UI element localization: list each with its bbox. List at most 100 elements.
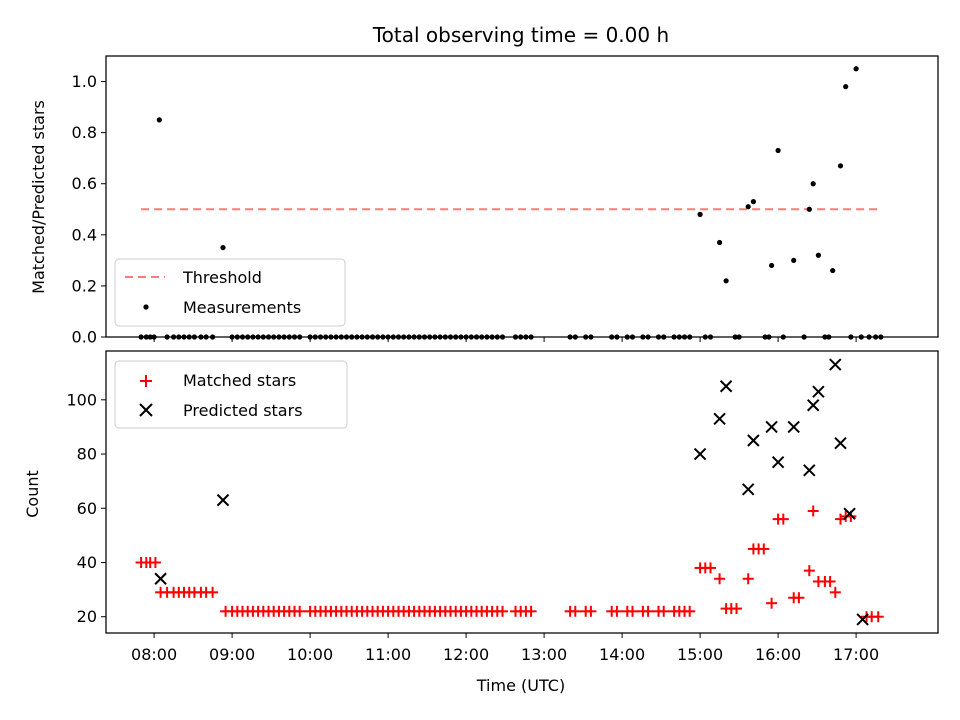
measurements-legend-swatch <box>143 304 149 310</box>
predicted-star-point <box>812 385 825 398</box>
matched-star-point <box>742 573 754 585</box>
ratio-x-axis <box>153 337 857 342</box>
measurement-point <box>837 163 844 169</box>
measurements-legend-label: Measurements <box>183 298 301 317</box>
measurement-point <box>791 257 797 263</box>
matched-star-point <box>824 575 836 587</box>
ratio-y-tick-label: 0.2 <box>72 276 97 295</box>
predicted-star-point <box>806 399 820 412</box>
predicted-star-point <box>787 420 800 434</box>
count-x-axis: 08:00 09:00 10:00 11:00 12:00 13:00 14:00 15:00… <box>131 633 879 664</box>
ratio-y-tick-label: 0.6 <box>72 174 97 193</box>
measurement-point <box>723 278 729 284</box>
ratio-plot-frame <box>105 55 939 338</box>
x-tick-label: 10:00 <box>287 645 333 664</box>
ratio-y-tick-label: 0.0 <box>72 328 97 347</box>
ratio-y-axis-label: Matched/Predicted stars <box>29 100 48 294</box>
x-axis-label: Time (UTC) <box>476 676 565 695</box>
matched-star-point <box>294 605 306 617</box>
predicted-star-point <box>747 434 760 447</box>
measurement-point <box>156 117 162 123</box>
predicted-star-point <box>829 358 842 371</box>
chart-title: Total observing time = 0.00 h <box>372 23 669 47</box>
x-tick-label: 11:00 <box>365 645 411 664</box>
measurement-point <box>220 244 226 251</box>
ratio-y-tick-label: 1.0 <box>72 72 97 91</box>
ratio-y-axis: 0.0 0.2 0.4 0.6 0.8 1.0 <box>72 72 106 347</box>
predicted-star-point <box>741 483 755 496</box>
matched-star-point <box>207 586 219 598</box>
measurement-point <box>745 204 751 210</box>
matched-star-point <box>731 603 742 615</box>
predicted-legend-swatch <box>139 403 153 417</box>
measurement-point <box>775 147 781 154</box>
matched-star-point <box>714 573 726 585</box>
count-y-tick-label: 80 <box>77 445 97 464</box>
predicted-star-point <box>713 412 726 425</box>
measurement-point <box>806 206 812 212</box>
matched-star-point <box>705 562 716 574</box>
ratio-panel: Total observing time = 0.00 h 0.00.20.40… <box>29 23 939 347</box>
count-y-axis-label: Count <box>23 470 42 518</box>
measurement-point <box>697 211 703 217</box>
measurement-point <box>815 252 822 258</box>
matched-star-point <box>766 597 778 609</box>
predicted-star-point <box>843 507 856 520</box>
measurement-point <box>750 199 757 205</box>
predicted-star-point <box>771 455 785 469</box>
predicted-star-point <box>803 464 816 477</box>
x-tick-label: 14:00 <box>599 645 645 664</box>
predicted-star-point <box>693 447 707 461</box>
matched-star-point <box>585 605 597 617</box>
measurement-point <box>830 267 836 274</box>
matched-legend-swatch <box>140 375 152 387</box>
matched-star-point <box>872 611 884 623</box>
matched-legend-label: Matched stars <box>183 371 296 390</box>
matched-star-point <box>497 605 508 617</box>
count-plot-frame <box>105 350 939 634</box>
matched-star-point <box>525 605 537 617</box>
matched-star-point <box>758 543 770 555</box>
measurement-point <box>717 239 723 246</box>
predicted-star-point <box>216 493 230 507</box>
predicted-star-point <box>719 380 733 393</box>
count-panel: 20 40 60 80 100 08:00 09:00 10:00 11:00 12:00 13:… <box>23 350 939 695</box>
predicted-star-point <box>834 436 847 450</box>
matched-star-point <box>807 505 819 517</box>
matched-star-point <box>658 605 670 617</box>
matched-star-point <box>793 592 805 604</box>
count-y-tick-label: 20 <box>77 607 97 626</box>
predicted-star-point <box>154 572 167 585</box>
matched-star-point <box>684 605 696 617</box>
x-tick-label: 16:00 <box>755 645 801 664</box>
matched-star-point <box>829 586 841 598</box>
threshold-legend-label: Threshold <box>182 268 262 287</box>
matched-star-point <box>627 605 638 617</box>
x-tick-label: 12:00 <box>443 645 489 664</box>
ratio-y-tick-label: 0.8 <box>72 123 97 142</box>
measurement-point <box>769 262 775 269</box>
predicted-legend-label: Predicted stars <box>183 401 303 420</box>
x-tick-label: 09:00 <box>209 645 255 664</box>
x-tick-label: 15:00 <box>677 645 723 664</box>
ratio-legend: Threshold Measurements <box>114 258 346 327</box>
matched-star-point <box>642 605 654 617</box>
count-y-tick-label: 100 <box>66 390 97 409</box>
x-tick-label: 17:00 <box>833 645 879 664</box>
matched-star-point <box>803 565 815 577</box>
count-y-tick-label: 40 <box>77 553 97 572</box>
measurement-point <box>853 66 859 72</box>
predicted-star-point <box>765 420 778 434</box>
measurement-point <box>810 181 816 187</box>
count-legend: Matched stars Predicted stars <box>114 360 348 429</box>
x-tick-label: 13:00 <box>521 645 567 664</box>
count-y-tick-label: 60 <box>77 499 97 518</box>
count-y-axis: 20 40 60 80 100 <box>66 390 106 626</box>
matched-star-point <box>149 557 161 568</box>
matched-star-point <box>569 605 581 617</box>
matched-star-point <box>777 513 789 525</box>
predicted-star-point <box>856 613 869 626</box>
matched-star-point <box>611 605 623 617</box>
ratio-y-tick-label: 0.4 <box>72 225 97 244</box>
